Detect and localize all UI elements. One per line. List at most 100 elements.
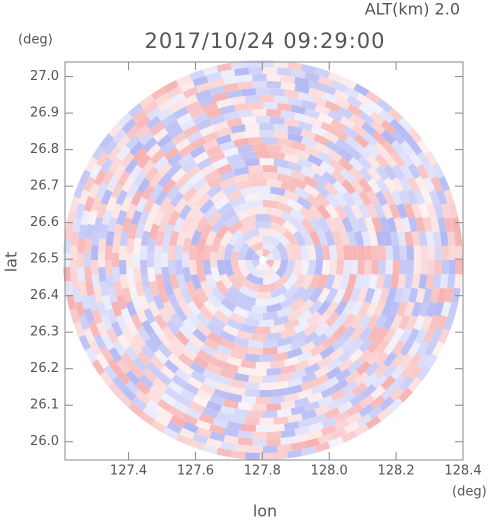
field-cell: [231, 251, 239, 269]
field-cell: [165, 184, 180, 201]
field-cell: [266, 109, 282, 117]
field-cell: [205, 108, 222, 120]
field-cell: [280, 429, 296, 439]
field-cell: [209, 356, 226, 369]
field-cell: [141, 184, 155, 201]
field-cell: [206, 437, 222, 449]
field-cell: [99, 371, 114, 387]
field-cell: [349, 245, 358, 260]
field-cell: [247, 339, 263, 349]
field-cell: [250, 267, 263, 278]
field-cell: [248, 410, 263, 418]
field-cell: [205, 145, 222, 158]
field-cell: [238, 285, 256, 298]
field-cell: [247, 199, 263, 209]
field-cell: [216, 411, 232, 422]
field-cell: [111, 301, 123, 318]
field-cell: [202, 101, 219, 113]
field-cell: [280, 400, 296, 410]
field-cell: [141, 319, 155, 336]
field-cell: [248, 346, 263, 355]
field-cell: [399, 151, 414, 167]
field-cell: [153, 377, 169, 393]
field-cell: [219, 330, 236, 343]
field-cell: [358, 102, 375, 117]
field-cell: [143, 216, 155, 233]
field-cell: [266, 403, 282, 411]
field-cell: [108, 122, 123, 138]
field-cell: [206, 71, 222, 83]
field-cell: [294, 76, 310, 87]
field-cell: [425, 230, 435, 246]
field-cell: [88, 183, 100, 199]
field-cell: [270, 323, 286, 334]
field-cell: [147, 267, 156, 283]
field-cell: [219, 140, 236, 152]
field-cell: [297, 91, 314, 103]
field-cell: [328, 158, 345, 174]
field-cell: [220, 208, 237, 223]
field-cell: [330, 118, 347, 132]
field-cell: [132, 171, 147, 187]
field-cell: [441, 260, 449, 275]
field-cell: [126, 238, 135, 254]
field-cell: [365, 90, 382, 105]
field-cell: [161, 237, 171, 254]
field-cell: [263, 267, 276, 278]
field-cell: [375, 230, 386, 246]
field-cell: [116, 369, 131, 385]
field-cell: [186, 376, 203, 390]
field-cell: [270, 186, 286, 197]
field-cell: [177, 152, 194, 167]
field-cell: [243, 193, 260, 203]
field-cell: [413, 245, 421, 260]
field-cell: [140, 260, 148, 275]
field-cell: [163, 427, 179, 440]
field-cell: [196, 267, 207, 283]
field-cell: [189, 361, 206, 375]
field-cell: [358, 394, 375, 409]
field-cell: [213, 388, 229, 400]
field-cell: [233, 166, 250, 177]
field-cell: [438, 328, 451, 344]
x-unit: (deg): [452, 485, 487, 500]
field-cell: [308, 421, 324, 433]
field-cell: [69, 245, 78, 260]
field-cell: [237, 242, 251, 260]
field-cell: [217, 244, 227, 260]
field-cell: [436, 314, 448, 331]
field-cell: [175, 74, 192, 87]
field-cell: [125, 203, 138, 219]
field-cell: [434, 260, 442, 275]
field-cell: [215, 224, 230, 240]
field-cell: [312, 172, 329, 187]
field-cell: [280, 81, 296, 91]
field-cell: [448, 245, 457, 260]
field-cell: [299, 260, 309, 276]
field-cell: [185, 100, 202, 113]
field-cell: [147, 237, 156, 253]
field-cell: [161, 178, 177, 195]
field-cell: [399, 163, 414, 180]
field-cell: [287, 347, 303, 359]
field-cell: [422, 287, 433, 304]
field-cell: [174, 306, 188, 323]
field-cell: [216, 98, 232, 109]
field-cell: [454, 273, 463, 289]
field-cell: [298, 298, 315, 314]
field-cell: [205, 400, 222, 412]
field-cell: [172, 216, 185, 233]
field-cell: [150, 419, 167, 434]
field-cell: [217, 202, 233, 217]
field-cell: [380, 129, 396, 145]
field-cell: [314, 365, 331, 379]
field-cell: [112, 252, 120, 268]
field-cell: [105, 196, 118, 212]
field-cell: [379, 396, 395, 411]
field-cell: [375, 338, 390, 355]
field-cell: [276, 443, 292, 453]
field-cell: [110, 321, 124, 338]
field-cell: [259, 452, 274, 460]
field-cell: [240, 323, 256, 334]
field-cell: [193, 151, 210, 165]
